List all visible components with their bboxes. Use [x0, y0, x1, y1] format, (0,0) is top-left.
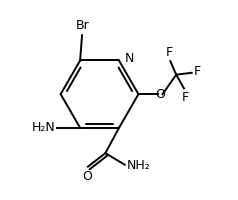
Text: O: O	[82, 170, 92, 183]
Text: F: F	[194, 65, 201, 78]
Text: N: N	[124, 52, 134, 65]
Text: NH₂: NH₂	[126, 159, 150, 172]
Text: F: F	[166, 46, 173, 59]
Text: Br: Br	[76, 19, 90, 32]
Text: F: F	[181, 91, 188, 104]
Text: O: O	[155, 88, 165, 101]
Text: H₂N: H₂N	[31, 121, 55, 134]
